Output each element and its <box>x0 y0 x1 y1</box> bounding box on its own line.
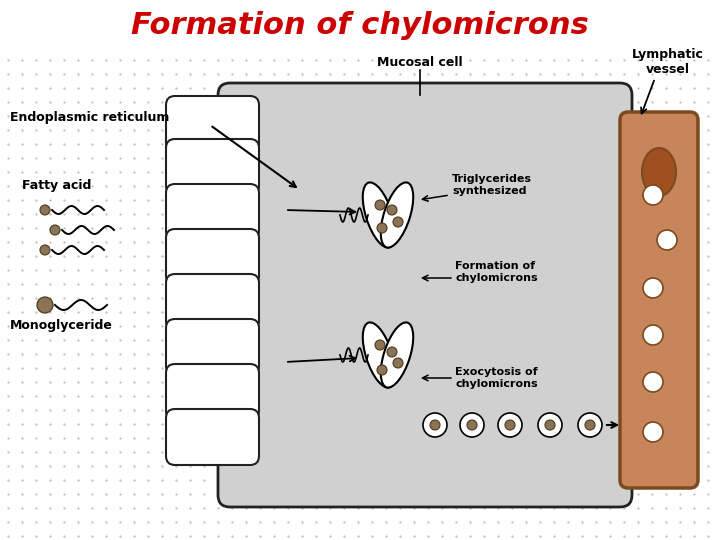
Circle shape <box>643 372 663 392</box>
Circle shape <box>545 420 555 430</box>
Ellipse shape <box>381 183 413 247</box>
Circle shape <box>643 422 663 442</box>
Circle shape <box>505 420 515 430</box>
Circle shape <box>498 413 522 437</box>
Text: Formation of chylomicrons: Formation of chylomicrons <box>131 10 589 39</box>
Circle shape <box>393 217 403 227</box>
Text: Mucosal cell: Mucosal cell <box>377 56 463 69</box>
Circle shape <box>40 245 50 255</box>
Text: Endoplasmic reticulum: Endoplasmic reticulum <box>10 111 169 125</box>
Ellipse shape <box>363 183 395 247</box>
Circle shape <box>643 185 663 205</box>
Circle shape <box>460 413 484 437</box>
Circle shape <box>377 223 387 233</box>
FancyBboxPatch shape <box>166 229 259 285</box>
FancyBboxPatch shape <box>166 139 259 195</box>
Circle shape <box>393 358 403 368</box>
FancyBboxPatch shape <box>166 96 259 152</box>
Circle shape <box>40 205 50 215</box>
Circle shape <box>387 205 397 215</box>
FancyBboxPatch shape <box>166 364 259 420</box>
Text: Formation of
chylomicrons: Formation of chylomicrons <box>455 261 538 283</box>
Text: Triglycerides
synthesized: Triglycerides synthesized <box>452 174 532 196</box>
Circle shape <box>377 365 387 375</box>
Circle shape <box>585 420 595 430</box>
FancyBboxPatch shape <box>166 319 259 375</box>
FancyBboxPatch shape <box>218 83 632 507</box>
Circle shape <box>467 420 477 430</box>
FancyBboxPatch shape <box>166 409 259 465</box>
FancyBboxPatch shape <box>166 274 259 330</box>
Circle shape <box>643 278 663 298</box>
Text: Lymphatic
vessel: Lymphatic vessel <box>632 48 704 76</box>
Circle shape <box>387 347 397 357</box>
Circle shape <box>375 200 385 210</box>
Ellipse shape <box>381 322 413 388</box>
FancyBboxPatch shape <box>620 112 698 488</box>
Circle shape <box>375 340 385 350</box>
Text: Fatty acid: Fatty acid <box>22 179 91 192</box>
Text: Monoglyceride: Monoglyceride <box>10 319 113 332</box>
Ellipse shape <box>642 148 676 196</box>
Circle shape <box>538 413 562 437</box>
Circle shape <box>430 420 440 430</box>
Ellipse shape <box>363 322 395 388</box>
FancyBboxPatch shape <box>166 184 259 240</box>
Circle shape <box>50 225 60 235</box>
Circle shape <box>643 325 663 345</box>
Circle shape <box>578 413 602 437</box>
Text: Exocytosis of
chylomicrons: Exocytosis of chylomicrons <box>455 367 538 389</box>
Circle shape <box>37 297 53 313</box>
Circle shape <box>657 230 677 250</box>
Circle shape <box>423 413 447 437</box>
